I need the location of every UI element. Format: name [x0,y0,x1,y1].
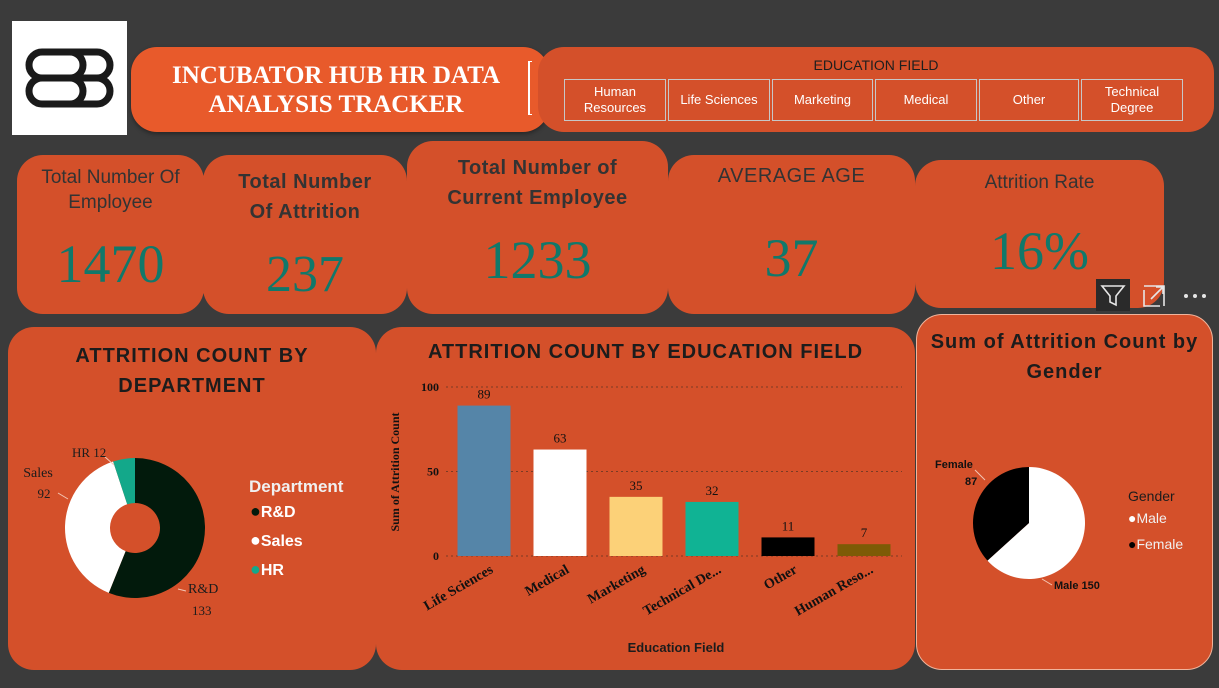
focus-mode-icon[interactable] [1139,281,1169,311]
gender-chart-card: Sum of Attrition Count by Gender Female 8… [916,314,1213,670]
kpi-total-employee: Total Number Of Employee 1470 [17,155,204,314]
slicer-option-marketing[interactable]: Marketing [772,79,873,121]
kpi-total-attrition: Total Number Of Attrition 237 [203,155,407,314]
title-line-1: INCUBATOR HUB HR DATA [171,62,501,89]
kpi-label: Total Number of Current Employee [447,157,628,209]
dashboard-title-banner: INCUBATOR HUB HR DATA ANALYSIS TRACKER [131,47,549,132]
kpi-average-age: AVERAGE AGE 37 [668,155,915,314]
data-label: 32 [706,483,719,498]
pie-slice-male [987,467,1085,579]
title-divider [528,61,532,115]
slicer-option-life-sciences[interactable]: Life Sciences [668,79,770,121]
bb-logo-icon [25,48,114,108]
x-axis-title: Education Field [627,640,725,655]
legend-item-female[interactable]: ●Female [1128,536,1184,552]
kpi-label: AVERAGE AGE [717,165,866,187]
dashboard-title: INCUBATOR HUB HR DATA ANALYSIS TRACKER [131,61,541,119]
data-label: 63 [554,431,567,446]
kpi-label: Total Number Of Attrition [238,171,372,223]
bar-5 [837,544,891,556]
more-options-icon[interactable] [1180,283,1210,309]
data-label: 11 [782,518,795,533]
leader-line [103,455,115,466]
x-tick-label: Human Reso... [792,562,876,619]
x-tick-label: Life Sciences [421,562,496,614]
slicer-option-human-resources[interactable]: Human Resources [564,79,666,121]
legend-label: Sales [260,533,303,550]
slicer-option-medical[interactable]: Medical [875,79,977,121]
education-bar-chart: 0 50 100 Sum of Attrition Count 89 Life Scien… [388,380,902,619]
chart-title: ATTRITION COUNT BY EDUCATION FIELD [427,341,864,363]
kpi-current-employee: Total Number of Current Employee 1233 [407,141,668,314]
legend-item-rnd[interactable]: ●R&D [250,501,296,521]
bar-1 [533,449,587,556]
data-label: 35 [630,478,643,493]
slice-value: 92 [38,486,51,501]
x-tick-label: Technical De... [641,562,724,619]
slice-value: 87 [965,476,977,488]
x-tick-label: Marketing [585,562,648,607]
bar-3 [685,501,739,556]
kpi-label: Total Number Of Employee [41,167,180,213]
data-label: 7 [861,525,868,540]
y-tick-label: 0 [433,549,439,563]
kpi-value: 16% [990,221,1089,281]
legend-item-hr[interactable]: ●HR [250,559,284,579]
pie-slice-female [973,467,1029,561]
leader-line [974,469,986,481]
bar-4 [761,537,815,556]
legend-label: Male [1136,510,1167,526]
slice-label: Male 150 [1054,580,1100,592]
x-tick-label: Other [762,562,800,593]
leader-line [1041,578,1053,586]
slice-label: Sales [23,466,53,481]
data-label: 89 [478,387,491,402]
kpi-attrition-rate: Attrition Rate 16% [915,160,1164,308]
x-tick-label: Medical [523,562,572,599]
title-line-2: ANALYSIS TRACKER [208,91,464,118]
department-donut-chart: R&D 133 Sales 92 HR 12 [23,445,218,618]
leader-line [57,492,69,500]
y-tick-label: 50 [427,465,439,479]
chart-title: Sum of Attrition Count by Gender [930,331,1199,383]
gender-pie-chart: Female 87 Male 150 [935,459,1100,592]
chart-title: ATTRITION COUNT BY DEPARTMENT [75,345,309,397]
legend-label: Female [1136,536,1184,552]
donut-slice-sales [65,461,128,593]
bar-0 [457,405,511,556]
filter-icon[interactable] [1096,279,1130,311]
legend-item-sales[interactable]: ●Sales [250,530,303,550]
kpi-value: 37 [764,228,819,288]
donut-slice-hr [113,458,135,505]
education-chart-card: ATTRITION COUNT BY EDUCATION FIELD 0 50 10… [376,327,915,670]
slicer-option-technical-degree[interactable]: Technical Degree [1081,79,1183,121]
y-tick-label: 100 [421,380,439,394]
y-axis-title: Sum of Attrition Count [388,412,402,531]
legend-label: HR [260,562,284,579]
bar-2 [609,496,663,556]
company-logo [12,21,127,135]
slice-label: R&D [188,582,218,597]
slicer-option-other[interactable]: Other [979,79,1079,121]
legend-title: Department [249,477,344,496]
kpi-value: 1470 [56,234,165,294]
leader-line [177,588,187,592]
slice-value: 133 [192,603,212,618]
slice-label: Female [935,459,973,471]
department-chart-card: ATTRITION COUNT BY DEPARTMENT R&D 133 Sale… [8,327,376,670]
education-field-slicer: EDUCATION FIELD Human Resources Life Sci… [538,47,1214,132]
legend-item-male[interactable]: ●Male [1128,510,1167,526]
legend-label: R&D [260,504,296,521]
kpi-value: 1233 [483,230,592,290]
kpi-label: Attrition Rate [984,172,1095,193]
donut-slice-rd [108,458,206,598]
kpi-value: 237 [266,246,344,303]
legend-title: Gender [1128,488,1175,504]
slice-label: HR 12 [72,445,106,460]
slicer-title: EDUCATION FIELD [813,57,939,73]
